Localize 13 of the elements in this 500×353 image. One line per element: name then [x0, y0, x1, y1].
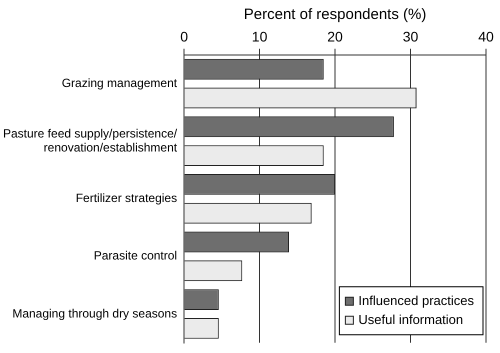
- y-tick-label: Fertilizer strategies: [76, 191, 178, 206]
- y-tick-label: Parasite control: [94, 248, 178, 263]
- x-tick-label: 20: [327, 28, 344, 44]
- legend-label: Useful information: [358, 312, 464, 327]
- y-tick-label: Grazing management: [62, 76, 178, 90]
- x-tick-label: 30: [402, 28, 419, 44]
- x-axis-title: Percent of respondents (%): [244, 6, 426, 24]
- x-tick-label: 40: [478, 28, 494, 44]
- y-tick-label: Managing through dry seasons: [12, 306, 178, 320]
- legend-label: Influenced practices: [358, 292, 474, 308]
- y-tick-label: Pasture feed supply/persistence/ renovation/establishment: [2, 126, 178, 155]
- x-tick-label: 10: [252, 28, 268, 44]
- x-tick-label: 0: [180, 28, 188, 44]
